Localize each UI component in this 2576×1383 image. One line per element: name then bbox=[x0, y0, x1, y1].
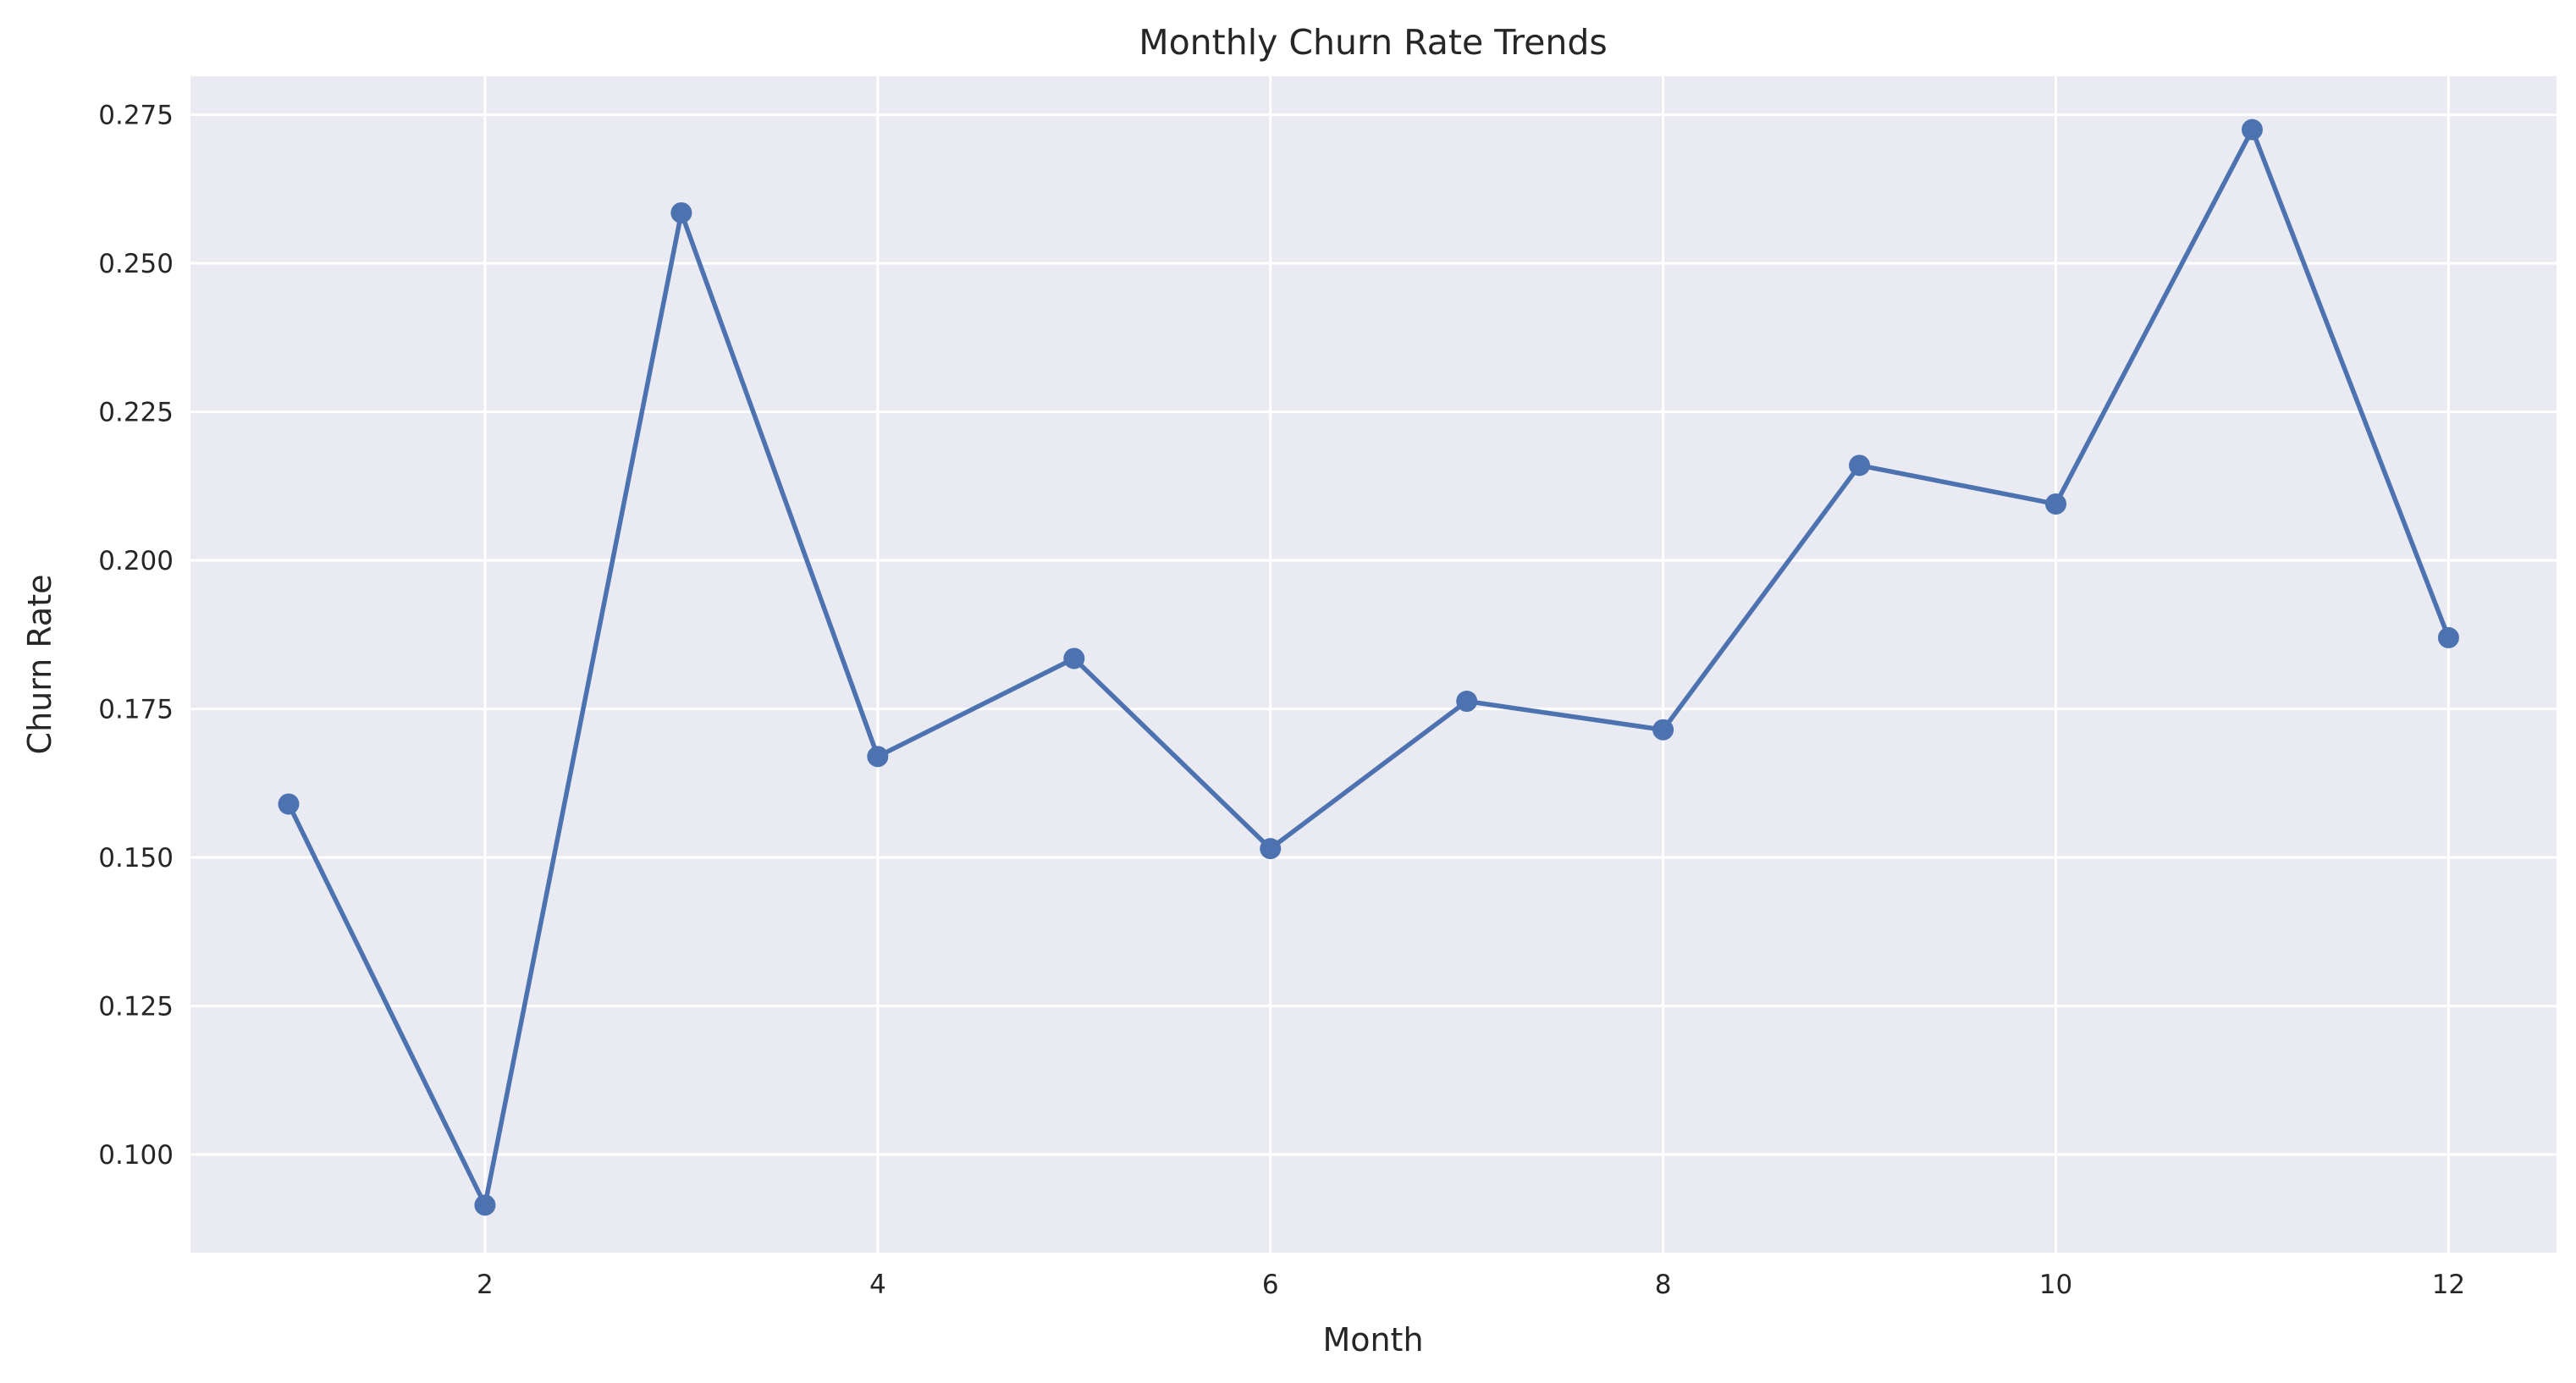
data-point bbox=[2045, 493, 2067, 515]
data-point bbox=[2437, 626, 2459, 648]
chart-title: Monthly Churn Rate Trends bbox=[1139, 22, 1608, 63]
data-point bbox=[474, 1194, 496, 1216]
x-tick-label: 4 bbox=[869, 1270, 886, 1300]
data-point bbox=[1063, 647, 1085, 669]
x-tick-label: 8 bbox=[1655, 1270, 1672, 1300]
series-points bbox=[278, 118, 2459, 1216]
data-point bbox=[1260, 838, 1282, 860]
data-point bbox=[278, 793, 300, 815]
x-tick-label: 2 bbox=[477, 1270, 494, 1300]
data-point bbox=[1652, 719, 1674, 741]
series-line bbox=[286, 127, 2452, 1208]
y-tick-label: 0.275 bbox=[98, 101, 174, 131]
plot-area bbox=[190, 76, 2557, 1253]
y-axis-title: Churn Rate bbox=[21, 575, 58, 755]
data-point bbox=[670, 201, 692, 223]
data-point bbox=[1456, 691, 1478, 713]
x-tick-label: 12 bbox=[2432, 1270, 2465, 1300]
x-tick-label: 6 bbox=[1262, 1270, 1279, 1300]
x-tick-labels: 2 4 6 8 10 12 bbox=[477, 1270, 2465, 1300]
x-axis-title: Month bbox=[1322, 1321, 1423, 1358]
data-point bbox=[1849, 455, 1871, 477]
series-lines bbox=[286, 127, 2452, 1208]
y-tick-label: 0.100 bbox=[98, 1140, 174, 1171]
y-tick-label: 0.175 bbox=[98, 695, 174, 725]
y-tick-label: 0.250 bbox=[98, 249, 174, 279]
x-tick-label: 10 bbox=[2039, 1270, 2072, 1300]
y-tick-labels: 0.100 0.125 0.150 0.175 0.200 0.225 0.250 0.275 bbox=[98, 101, 174, 1171]
data-point bbox=[2241, 118, 2263, 141]
y-tick-label: 0.150 bbox=[98, 843, 174, 873]
y-tick-label: 0.200 bbox=[98, 546, 174, 576]
data-point bbox=[867, 746, 889, 768]
x-grid-lines bbox=[483, 76, 2450, 1253]
y-tick-label: 0.225 bbox=[98, 398, 174, 428]
y-tick-label: 0.125 bbox=[98, 992, 174, 1022]
